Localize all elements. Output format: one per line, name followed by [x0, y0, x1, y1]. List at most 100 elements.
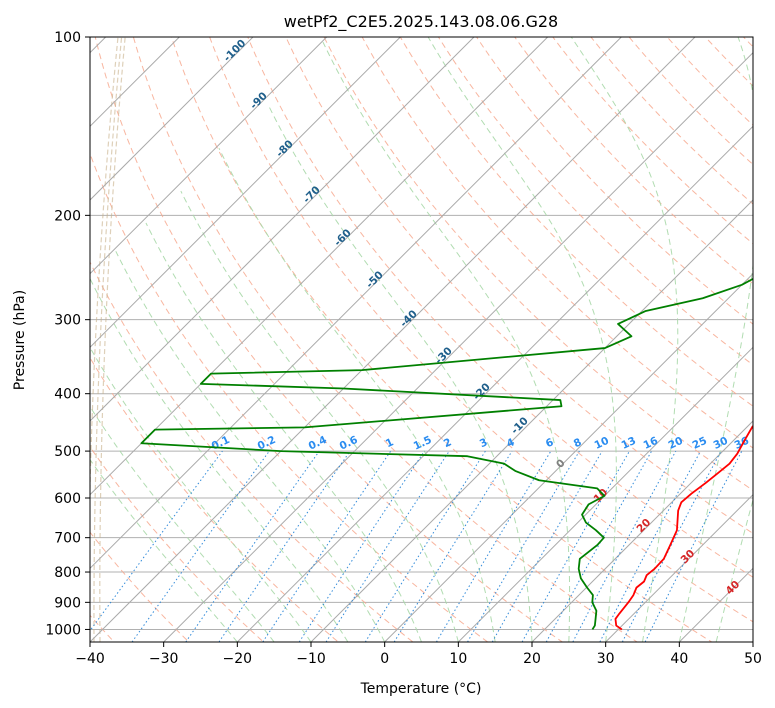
moist-adiabat — [90, 458, 238, 642]
dry-adiabat — [90, 531, 190, 642]
mixing-ratio-label: 8 — [572, 436, 584, 450]
dry-adiabat — [247, 37, 753, 578]
dry-adiabat — [90, 260, 414, 642]
mixing-ratio-label: 13 — [620, 435, 638, 452]
moist-adiabat — [427, 37, 617, 642]
moist-adiabat — [570, 37, 679, 642]
mixing-ratio-lines — [90, 450, 743, 642]
dry-adiabat — [590, 37, 753, 205]
dry-adiabat — [209, 37, 753, 623]
y-tick-label: 800 — [54, 565, 81, 581]
y-axis-ticks: 1000 900 800 700 600 500 400 300 200 100 — [45, 30, 90, 638]
plot-area: -100-90-80-70-60-50-40-30-20-100.1 0.2 0.4… — [90, 37, 753, 642]
x-tick-label: −20 — [223, 651, 253, 667]
isotherm-line — [90, 37, 622, 570]
y-tick-label: 300 — [54, 313, 81, 329]
isotherm-line — [531, 420, 753, 642]
x-tick-label: 10 — [449, 651, 467, 667]
dry-adiabat — [323, 37, 753, 491]
mixing-ratio-label: 25 — [691, 435, 709, 452]
isotherm-line — [163, 51, 753, 642]
x-tick-label: 0 — [380, 651, 389, 667]
dry-adiabat — [170, 37, 713, 642]
x-axis-label: Temperature (°C) — [360, 681, 482, 697]
moist-adiabat — [715, 498, 753, 642]
x-axis-ticks: −40 −30 −20 −10 0 10 20 30 40 50 — [75, 642, 762, 667]
y-tick-label: 600 — [54, 491, 81, 507]
mixing-ratio-line — [325, 450, 450, 642]
y-axis-label: Pressure (hPa) — [12, 290, 28, 390]
dry-adiabat — [285, 37, 753, 535]
isotherm-line — [236, 125, 753, 642]
mixing-ratio-line — [218, 450, 351, 642]
dry-adiabat — [132, 37, 638, 642]
mixing-ratio-label: 10 — [593, 435, 611, 452]
mixing-ratio-line — [185, 450, 320, 642]
y-tick-label: 500 — [54, 444, 81, 460]
mixing-ratio-label: 30 — [712, 435, 730, 452]
isotherm-line — [90, 37, 254, 201]
mixing-ratio-label: 3 — [478, 436, 490, 450]
lifting-level-curve — [90, 37, 119, 512]
x-tick-label: 40 — [670, 651, 688, 667]
isotherm-line — [90, 37, 475, 422]
chart-title: wetPf2_C2E5.2025.143.08.06.G28 — [284, 12, 558, 32]
temperature-trace — [614, 424, 753, 631]
moist-adiabat — [322, 41, 571, 642]
moist-adiabats — [90, 37, 753, 642]
mixing-ratio-line — [572, 450, 677, 642]
dry-adiabat — [90, 152, 489, 642]
dry-adiabat — [552, 37, 753, 245]
x-tick-label: 30 — [597, 651, 615, 667]
moist-adiabat — [115, 251, 386, 642]
isotherm-line — [90, 37, 328, 275]
moist-adiabat — [678, 37, 753, 642]
x-tick-label: 50 — [744, 651, 762, 667]
dry-adiabat — [90, 356, 340, 642]
moist-adiabat — [90, 277, 349, 642]
mixing-ratio-label: 20 — [667, 435, 685, 452]
isotherm-line — [90, 37, 696, 642]
lifting-level-curves — [90, 37, 126, 642]
y-tick-label: 1000 — [45, 622, 81, 638]
moist-adiabat — [180, 190, 459, 642]
y-tick-label: 700 — [54, 531, 81, 547]
dewpoint-trace — [140, 277, 753, 630]
mixing-ratio-line — [491, 450, 603, 642]
x-tick-label: −10 — [296, 651, 326, 667]
plot-frame — [89, 36, 754, 643]
moist-adiabat — [145, 222, 422, 642]
dry-adiabats — [90, 37, 753, 642]
isotherm-line — [90, 37, 401, 349]
isotherm-line — [457, 346, 753, 642]
mixing-ratio-line — [393, 450, 513, 642]
y-tick-label: 200 — [54, 208, 81, 224]
mixing-ratio-line — [131, 450, 270, 642]
isotherms — [90, 37, 753, 642]
mixing-ratio-line — [545, 450, 653, 642]
mixing-ratio-line — [90, 450, 223, 632]
dry-adiabat — [94, 37, 564, 642]
y-tick-label: 100 — [54, 30, 81, 46]
moist-adiabat — [90, 405, 275, 642]
mixing-ratio-label: 6 — [544, 436, 556, 450]
sounding-traces — [140, 277, 753, 631]
mixing-ratio-label: 1 — [384, 436, 396, 450]
mixing-ratio-label: 2 — [442, 436, 454, 450]
mixing-ratio-line — [435, 450, 552, 642]
lifting-level-curve — [99, 37, 126, 642]
isotherm-line — [90, 37, 549, 496]
dry-adiabat — [399, 37, 753, 407]
lifting-level-curve — [93, 37, 123, 642]
x-tick-label: −30 — [149, 651, 179, 667]
mixing-ratio-label: 4 — [505, 436, 517, 450]
moist-adiabat — [218, 147, 496, 642]
y-tick-label: 900 — [54, 595, 81, 611]
x-tick-label: 20 — [523, 651, 541, 667]
mixing-ratio-line — [364, 450, 486, 642]
isotherm-line — [605, 493, 753, 642]
dry-adiabat — [361, 37, 753, 449]
isotherm-line — [384, 272, 753, 642]
